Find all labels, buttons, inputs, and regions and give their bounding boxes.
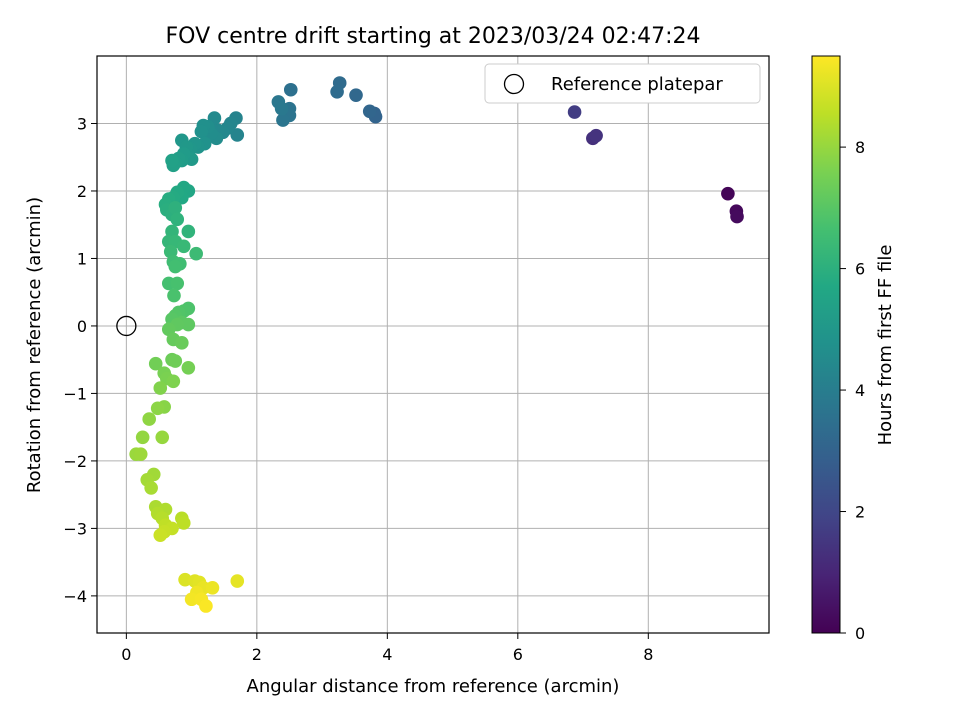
data-point — [155, 430, 170, 445]
data-point — [181, 317, 196, 332]
y-tick-label: −2 — [63, 452, 87, 471]
data-point — [349, 88, 363, 102]
x-tick-label: 6 — [513, 645, 523, 664]
y-tick-label: 0 — [77, 317, 87, 336]
colorbar: 0 2 4 6 8 Hours from first FF file — [811, 55, 896, 643]
y-tick-label: 2 — [77, 182, 87, 201]
data-point — [175, 336, 189, 350]
data-point — [230, 128, 245, 142]
data-point — [194, 124, 209, 139]
data-point — [148, 356, 163, 371]
data-point — [135, 430, 150, 445]
legend-label: Reference platepar — [551, 74, 723, 95]
data-point — [589, 128, 603, 143]
data-point — [730, 209, 744, 224]
x-tick-label: 4 — [382, 645, 392, 664]
data-point — [330, 84, 344, 99]
chart-title: FOV centre drift starting at 2023/03/24 … — [166, 24, 701, 49]
data-point — [153, 381, 168, 395]
plot-frame — [96, 55, 770, 634]
data-point — [153, 528, 168, 542]
data-point — [205, 580, 220, 595]
legend: Reference platepar — [484, 63, 761, 104]
data-point — [199, 599, 213, 613]
data-point — [181, 224, 196, 239]
data-point — [167, 288, 181, 303]
colorbar-tick-label: 4 — [855, 381, 865, 400]
data-point — [168, 259, 183, 274]
x-axis-label: Angular distance from reference (arcmin) — [247, 676, 620, 697]
data-point — [166, 374, 181, 389]
data-point — [283, 82, 298, 97]
data-point — [176, 239, 191, 254]
data-point — [142, 412, 156, 426]
y-tick-label: 1 — [77, 249, 87, 268]
data-point — [181, 360, 196, 375]
grid — [97, 56, 769, 633]
legend-marker-icon — [503, 73, 525, 95]
y-tick-label: −4 — [63, 587, 87, 606]
x-tick-label: 8 — [643, 645, 653, 664]
colorbar-tick-label: 0 — [855, 624, 865, 643]
x-tick-label: 0 — [121, 645, 131, 664]
data-point — [168, 354, 183, 368]
x-axis-ticks: 0 2 4 6 8 — [121, 633, 653, 664]
data-point — [170, 212, 185, 227]
data-point — [184, 592, 199, 607]
data-point — [161, 322, 176, 337]
colorbar-tick-label: 2 — [855, 503, 865, 522]
data-point — [176, 516, 191, 530]
data-point — [230, 574, 245, 588]
colorbar-gradient — [811, 55, 841, 634]
y-axis-ticks: −4 −3 −2 −1 0 1 2 3 — [63, 114, 97, 606]
x-tick-label: 2 — [252, 645, 262, 664]
data-point — [144, 481, 158, 495]
data-point — [168, 201, 183, 215]
y-tick-label: 3 — [77, 114, 87, 133]
data-point — [170, 276, 185, 291]
y-axis-label: Rotation from reference (arcmin) — [24, 197, 45, 493]
colorbar-ticks: 0 2 4 6 8 — [840, 138, 865, 643]
y-tick-label: −3 — [63, 519, 87, 538]
data-point — [276, 113, 290, 127]
y-tick-label: −1 — [63, 384, 87, 403]
data-point — [567, 105, 582, 119]
data-point — [133, 447, 148, 461]
data-point — [150, 401, 165, 416]
colorbar-label: Hours from first FF file — [875, 245, 896, 446]
legend-box — [484, 63, 761, 104]
data-point — [165, 153, 179, 168]
reference-marker-layer — [116, 315, 137, 337]
data-point — [274, 101, 289, 116]
data-points — [129, 76, 744, 613]
colorbar-tick-label: 8 — [855, 138, 865, 157]
data-point — [189, 246, 203, 261]
reference-platepar-marker — [116, 315, 137, 337]
data-point — [362, 104, 377, 119]
data-point — [721, 186, 735, 201]
colorbar-tick-label: 6 — [855, 260, 865, 279]
